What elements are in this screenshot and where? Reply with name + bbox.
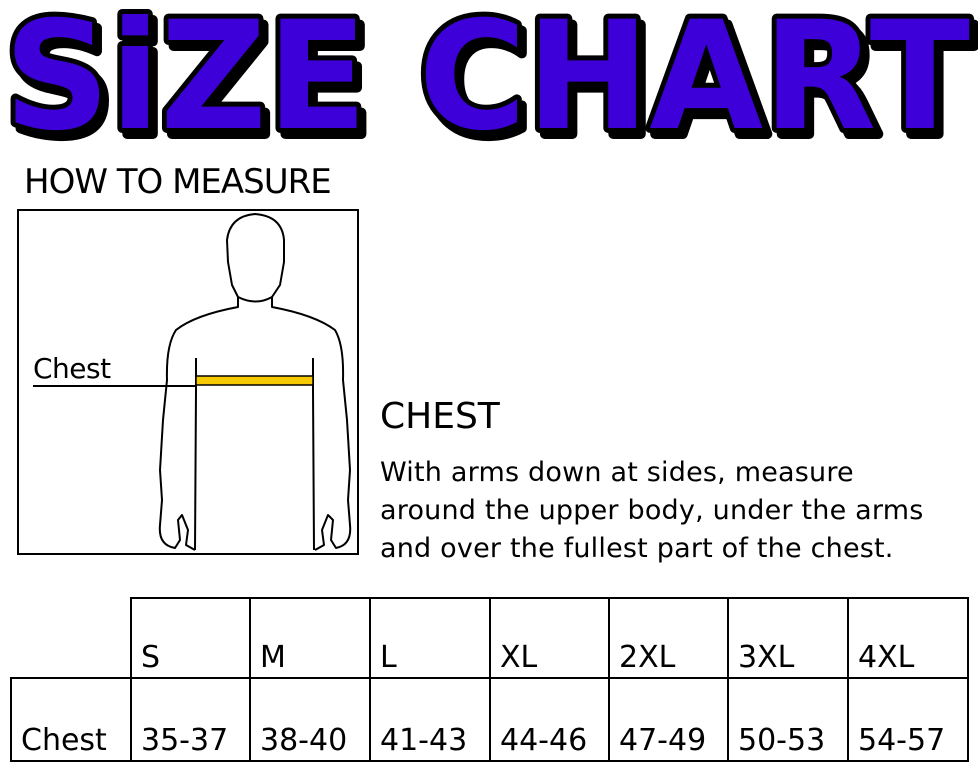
table-cell: 47-49 [608, 677, 729, 762]
title-text: SiZE CHART [4, 0, 970, 150]
table-cell: 54-57 [847, 677, 969, 762]
table-cell: 35-37 [130, 677, 251, 762]
instruction-line: With arms down at sides, measure [380, 457, 854, 488]
table-cell: 38-40 [249, 677, 371, 762]
table-cell: 44-46 [489, 677, 610, 762]
head-outline [226, 213, 285, 303]
measuring-tape [195, 375, 314, 386]
chest-heading: CHEST [380, 396, 500, 437]
chest-figure-label: Chest [33, 352, 111, 385]
instruction-line: around the upper body, under the arms [380, 495, 924, 526]
size-header-l: L [369, 597, 491, 679]
size-header-2xl: 2XL [608, 597, 729, 679]
how-to-measure-heading: HOW TO MEASURE [24, 162, 332, 202]
body-outline [158, 297, 352, 551]
size-header-4xl: 4XL [847, 597, 969, 679]
size-header-s: S [130, 597, 251, 679]
torso-sides [194, 358, 315, 551]
size-header-m: M [249, 597, 371, 679]
size-header-xl: XL [489, 597, 610, 679]
table-cell: 50-53 [727, 677, 849, 762]
size-header-3xl: 3XL [727, 597, 849, 679]
size-chart-title: SiZE CHART [0, 0, 975, 150]
chest-instructions: With arms down at sides, measure around … [380, 454, 978, 568]
instruction-line: and over the fullest part of the chest. [380, 533, 894, 564]
row-label: Chest [10, 677, 132, 762]
table-cell: 41-43 [369, 677, 491, 762]
